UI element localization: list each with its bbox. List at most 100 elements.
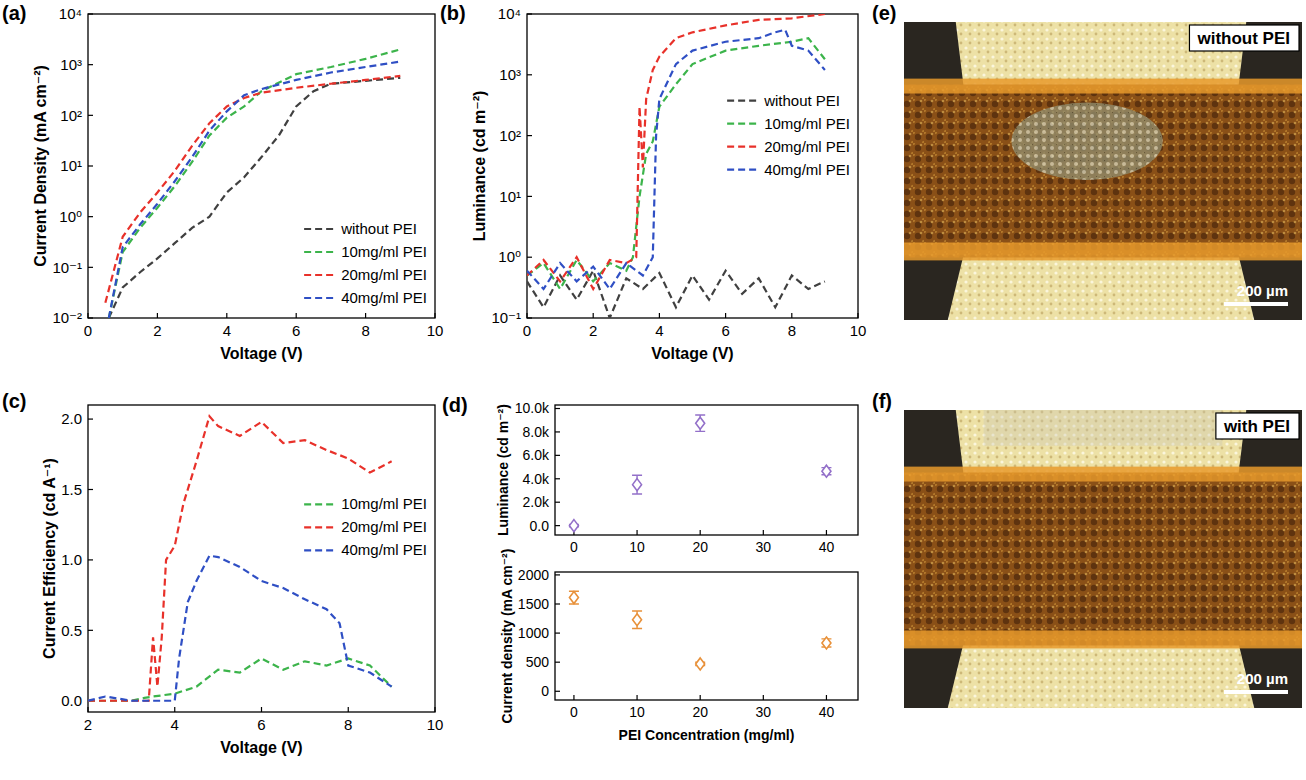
error-bar bbox=[569, 591, 579, 604]
y-tick bbox=[555, 455, 560, 456]
legend: 10mg/ml PEI20mg/ml PEI40mg/ml PEI bbox=[304, 495, 427, 558]
y-tick bbox=[88, 489, 93, 490]
marker bbox=[633, 479, 642, 491]
legend-label: 20mg/ml PEI bbox=[341, 518, 427, 535]
y-tick bbox=[555, 431, 560, 432]
y-tick bbox=[555, 408, 560, 409]
image bbox=[904, 22, 1302, 320]
y-tick-label: 2.0k bbox=[523, 494, 550, 510]
x-tick bbox=[348, 707, 349, 712]
x-tick bbox=[857, 313, 858, 318]
x-tick bbox=[174, 707, 175, 712]
panel-label: (b) bbox=[440, 2, 466, 24]
legend-swatch bbox=[304, 274, 334, 276]
image-bg bbox=[904, 22, 1302, 320]
scale-bar-label: 200 µm bbox=[1237, 282, 1288, 299]
x-tick bbox=[573, 695, 574, 700]
y-tick-label: 10² bbox=[60, 107, 82, 124]
y-tick-label: 1000 bbox=[518, 625, 549, 641]
x-tick-label: 4 bbox=[655, 322, 663, 339]
y-tick bbox=[555, 662, 560, 663]
x-tick-label: 10 bbox=[629, 704, 645, 720]
x-tick-label: 2 bbox=[589, 322, 597, 339]
marker bbox=[822, 465, 831, 477]
x-tick-label: 6 bbox=[292, 322, 300, 339]
y-tick-label: 10⁴ bbox=[59, 5, 82, 22]
panel-label: (d) bbox=[442, 394, 468, 416]
y-tick-label: 10⁻² bbox=[52, 309, 82, 326]
y-tick bbox=[88, 559, 93, 560]
x-tick bbox=[636, 695, 637, 700]
y-tick-label: 0.0 bbox=[530, 518, 550, 534]
y-tick bbox=[527, 196, 532, 197]
x-tick bbox=[434, 707, 435, 712]
y-tick-label: 10⁰ bbox=[59, 208, 82, 225]
channel-shade bbox=[904, 473, 1302, 646]
channel-edge bbox=[904, 243, 1302, 261]
channel-shade bbox=[904, 85, 1302, 258]
x-tick bbox=[763, 530, 764, 535]
y-tick-label: 1500 bbox=[518, 596, 549, 612]
x-tick bbox=[791, 313, 792, 318]
x-tick-label: 30 bbox=[756, 539, 772, 555]
y-axis-title: Current Efficiency (cd A⁻¹) bbox=[41, 458, 58, 659]
x-tick-label: 8 bbox=[344, 716, 352, 733]
y-tick-label: 0.5 bbox=[61, 622, 82, 639]
x-tick-label: 6 bbox=[257, 716, 265, 733]
y-tick bbox=[555, 478, 560, 479]
scale-bar-label: 200 µm bbox=[1237, 670, 1288, 687]
panel: 0102030400.02.0k4.0k6.0k8.0k10.0kLuminan… bbox=[442, 394, 858, 555]
y-tick bbox=[88, 115, 93, 116]
y-tick-label: 4.0k bbox=[523, 471, 550, 487]
x-tick-label: 0 bbox=[523, 322, 531, 339]
y-tick-label: 0 bbox=[541, 683, 549, 699]
legend-label: without PEI bbox=[763, 92, 840, 109]
y-tick bbox=[88, 317, 93, 318]
x-tick bbox=[636, 530, 637, 535]
y-tick-label: 6.0k bbox=[523, 447, 550, 463]
y-tick-label: 2000 bbox=[518, 567, 549, 583]
y-tick bbox=[555, 632, 560, 633]
y-tick bbox=[88, 418, 93, 419]
y-tick bbox=[555, 574, 560, 575]
x-tick bbox=[434, 313, 435, 318]
x-tick bbox=[725, 313, 726, 318]
panel-label: (e) bbox=[872, 2, 896, 24]
legend-label: 20mg/ml PEI bbox=[764, 138, 850, 155]
y-tick-label: 1.5 bbox=[61, 481, 82, 498]
scale-bar bbox=[1224, 690, 1288, 694]
plot-frame bbox=[527, 14, 858, 318]
legend-swatch bbox=[304, 228, 334, 230]
y-axis-title: Current Density (mA cm⁻²) bbox=[32, 65, 49, 267]
series-line bbox=[88, 658, 392, 700]
channel-edge bbox=[904, 79, 1302, 94]
panel-label: (a) bbox=[2, 2, 26, 24]
legend: without PEI10mg/ml PEI20mg/ml PEI40mg/ml… bbox=[304, 220, 427, 306]
legend-swatch bbox=[727, 122, 757, 124]
x-tick bbox=[526, 313, 527, 318]
y-tick bbox=[555, 502, 560, 503]
y-tick-label: 10⁰ bbox=[498, 248, 521, 265]
x-tick-label: 10 bbox=[629, 539, 645, 555]
y-tick-label: 10³ bbox=[60, 56, 82, 73]
legend-label: 10mg/ml PEI bbox=[764, 115, 850, 132]
y-tick bbox=[88, 267, 93, 268]
channel bbox=[904, 473, 1302, 646]
data-layer bbox=[88, 416, 392, 700]
image-title: with PEI bbox=[1223, 417, 1290, 436]
electrode bbox=[948, 642, 1254, 708]
x-tick-label: 2 bbox=[153, 322, 161, 339]
y-tick-label: 1.0 bbox=[61, 551, 82, 568]
legend-swatch bbox=[727, 99, 757, 101]
x-tick-label: 4 bbox=[223, 322, 231, 339]
legend-swatch bbox=[727, 146, 757, 148]
x-tick-label: 10 bbox=[850, 322, 867, 339]
title-box bbox=[1216, 413, 1299, 439]
marker bbox=[696, 417, 705, 429]
x-tick bbox=[261, 707, 262, 712]
marker bbox=[569, 592, 578, 604]
panel: 024681010⁻²10⁻¹10⁰10¹10²10³10⁴Voltage (V… bbox=[2, 2, 443, 362]
x-tick-label: 6 bbox=[721, 322, 729, 339]
x-tick-label: 0 bbox=[570, 704, 578, 720]
x-tick bbox=[700, 695, 701, 700]
